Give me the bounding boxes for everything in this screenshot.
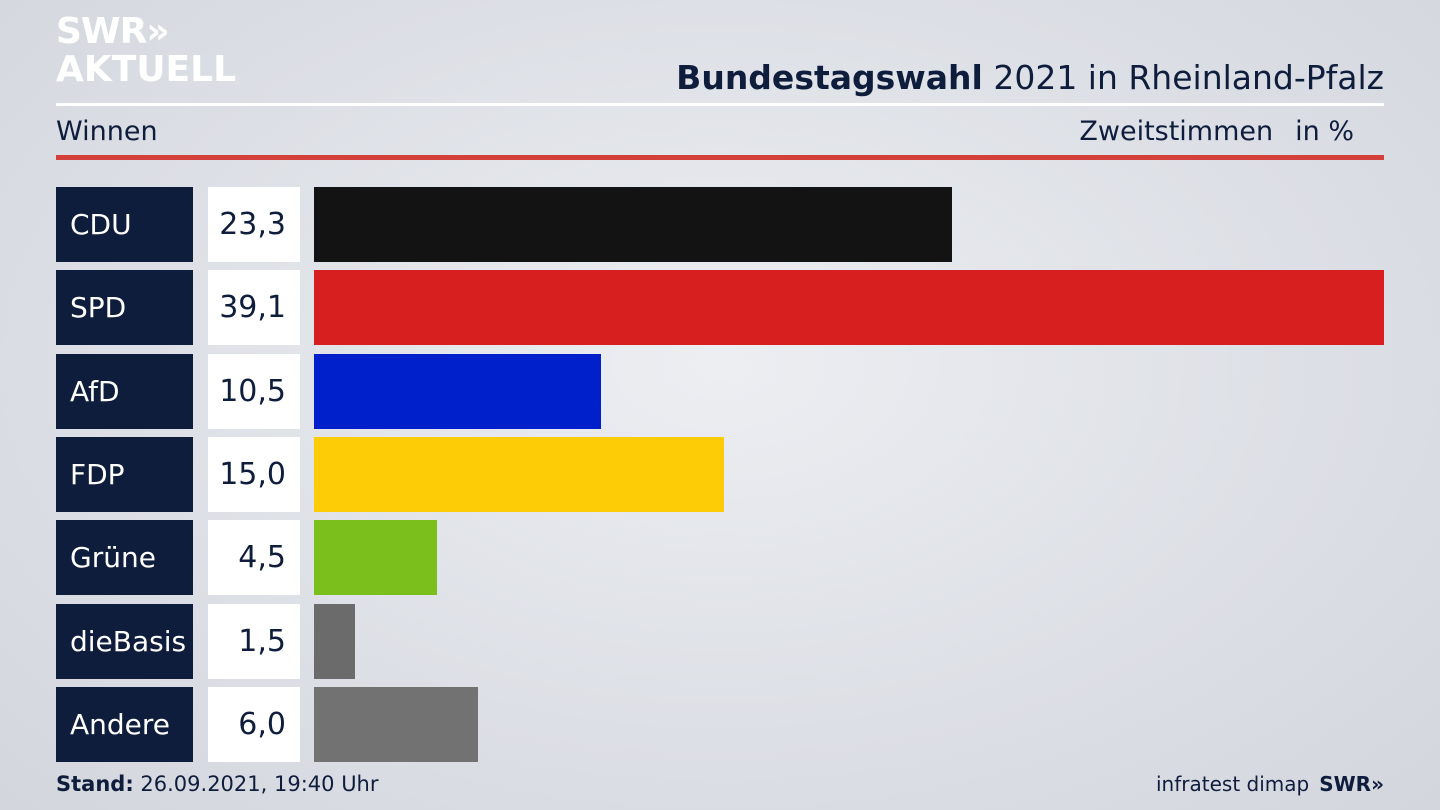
title-rest: 2021 in Rheinland-Pfalz [993, 58, 1384, 97]
logo-line-aktuell: AKTUELL [56, 49, 237, 90]
data-label: 23,3 [208, 187, 300, 262]
bar-row: SPD 39,1 [56, 270, 1384, 346]
bar [314, 520, 438, 596]
bar-row: FDP 15,0 [56, 436, 1384, 512]
subtitle-metric: Zweitstimmen in % [1079, 116, 1354, 147]
source-credit: infratest dimap SWR» [1156, 772, 1384, 796]
category-label: CDU [56, 187, 193, 262]
bar [314, 603, 356, 679]
bar-chart: CDU 23,3 SPD 39,1 AfD 10,5 FDP 15,0 Grüne 4,5 dieB… [56, 187, 1384, 762]
category-label: Grüne [56, 520, 193, 596]
timestamp-label: Stand: [56, 772, 134, 796]
header-divider [56, 103, 1384, 106]
bar [314, 686, 479, 762]
subtitle-region: Winnen [56, 116, 158, 147]
subtitle-unit: in % [1295, 116, 1354, 147]
bar-row: CDU 23,3 [56, 187, 1384, 262]
data-label: 10,5 [208, 353, 300, 429]
page-title: Bundestagswahl 2021 in Rheinland-Pfalz [676, 58, 1384, 97]
category-label: Andere [56, 686, 193, 762]
data-label: 1,5 [208, 603, 300, 679]
data-label: 4,5 [208, 520, 300, 596]
bar-row: dieBasis 1,5 [56, 603, 1384, 679]
swr-brand-logo: SWR» [1319, 772, 1384, 796]
data-label: 39,1 [208, 270, 300, 346]
bar-row: Grüne 4,5 [56, 520, 1384, 596]
title-bold: Bundestagswahl [676, 58, 983, 97]
category-label: dieBasis [56, 603, 193, 679]
bar [314, 353, 602, 429]
timestamp-value: 26.09.2021, 19:40 Uhr [140, 772, 379, 796]
source-name: infratest dimap [1156, 772, 1310, 796]
bar [314, 270, 1384, 346]
category-label: SPD [56, 270, 193, 346]
bar [314, 187, 952, 262]
accent-divider [56, 155, 1384, 160]
category-label: FDP [56, 436, 193, 512]
bar [314, 436, 725, 512]
bar-row: AfD 10,5 [56, 353, 1384, 429]
data-label: 15,0 [208, 436, 300, 512]
data-label: 6,0 [208, 686, 300, 762]
subtitle-metric-name: Zweitstimmen [1079, 116, 1274, 147]
logo-line-swr: SWR» [56, 11, 170, 52]
swr-aktuell-logo: SWR» AKTUELL [56, 14, 236, 88]
timestamp: Stand: 26.09.2021, 19:40 Uhr [56, 772, 379, 796]
category-label: AfD [56, 353, 193, 429]
bar-row: Andere 6,0 [56, 686, 1384, 762]
